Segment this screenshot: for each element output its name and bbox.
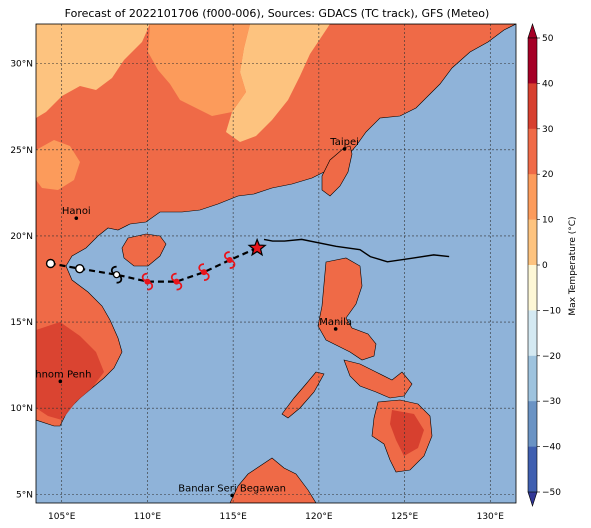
lon-tick-label: 130°E [477, 512, 505, 522]
city-marker [74, 216, 79, 220]
city-label: Manila [319, 317, 352, 328]
temperature-colorbar: 50 40 30 20 10 0 −10 −20 −30 −40 −50 [527, 23, 561, 507]
forecast-track-line [50, 246, 258, 283]
lon-tick-label: 120°E [305, 512, 333, 522]
colorbar-band [528, 128, 537, 175]
city-marker [342, 147, 347, 151]
colorbar-band [528, 38, 537, 84]
colorbar-tick-label: 20 [542, 170, 554, 180]
tropical-storm-icon [141, 272, 154, 291]
land-visayas [343, 359, 413, 399]
colorbar-band [528, 219, 537, 266]
land-warm-patch [36, 140, 80, 190]
colorbar-band [528, 355, 537, 402]
land-palawan [281, 371, 325, 419]
colorbar-tick-label: 10 [542, 216, 554, 226]
colorbar-tick-label: 50 [542, 34, 554, 44]
lat-tick-label: 25°N [10, 146, 33, 156]
land-mainland [36, 24, 516, 427]
colorbar-band [528, 174, 537, 220]
land-hot-patch [390, 410, 424, 456]
past-track-line [263, 238, 450, 263]
colorbar-tick-label: 40 [542, 79, 554, 89]
tropical-storm-icon [198, 263, 210, 282]
figure-title: Forecast of 2022101706 (f000-006), Sourc… [65, 7, 490, 20]
lat-tick-label: 10°N [10, 404, 33, 414]
land-mild-patch [226, 24, 330, 142]
city-marker [333, 327, 338, 331]
lon-tick-label: 125°E [391, 512, 419, 522]
city-marker [58, 379, 63, 384]
city-labels: Taipei Hanoi Manila Phnom Penh Bandar Seri B… [29, 137, 359, 498]
lat-tick-label: 30°N [10, 60, 33, 70]
colorbar-band [528, 265, 537, 311]
city-label: Hanoi [62, 206, 91, 217]
lat-tick-label: 5°N [16, 490, 33, 500]
storm-track [45, 237, 450, 291]
low-pressure-icon [45, 258, 56, 269]
colorbar-tick-label: −30 [542, 397, 561, 407]
lon-tick-label: 115°E [219, 512, 247, 522]
axis-ticks: 105°E 110°E 115°E 120°E 125°E 130°E 5°N 10°N 15°… [10, 60, 504, 522]
land-taiwan [321, 145, 353, 197]
colorbar-band [528, 401, 537, 447]
map-frame [35, 23, 517, 504]
colorbar-tick-label: 0 [542, 261, 548, 271]
lat-tick-label: 20°N [10, 232, 33, 242]
land-hot-patch [36, 322, 104, 420]
colorbar-label: Max Temperature (°C) [568, 216, 578, 315]
colorbar-tick-label: −40 [542, 443, 561, 453]
map-gridlines [36, 24, 516, 503]
colorbar-tick-label: −10 [542, 306, 561, 316]
land-warm-patch [148, 24, 250, 116]
current-position-star-icon [247, 237, 267, 257]
lat-tick-label: 15°N [10, 318, 33, 328]
city-label: Bandar Seri Begawan [178, 483, 286, 494]
tropical-storm-icon [170, 272, 183, 291]
colorbar-band [528, 446, 537, 493]
colorbar-max-arrow [527, 23, 538, 39]
colorbar-min-arrow [527, 491, 538, 507]
city-label: Phnom Penh [29, 369, 91, 380]
colorbar-tick-label: −20 [542, 352, 561, 362]
map-area: Taipei Hanoi Manila Phnom Penh Bandar Seri B… [29, 24, 516, 503]
tropical-storm-icon [224, 251, 236, 269]
city-label: Taipei [329, 137, 359, 148]
lon-tick-label: 110°E [134, 512, 162, 522]
low-pressure-icon [75, 263, 85, 274]
land-luzon [317, 257, 377, 361]
colorbar-tick-label: −50 [542, 488, 561, 498]
colorbar-band [528, 310, 537, 357]
land-mild-patch [36, 24, 150, 118]
city-marker [230, 493, 234, 498]
colorbar-tick-label: 30 [542, 125, 554, 135]
colorbar-band [528, 83, 537, 130]
lon-tick-label: 105°E [48, 512, 76, 522]
land-hainan [121, 233, 167, 267]
land-borneo [229, 457, 317, 503]
tropical-depression-icon [110, 265, 123, 284]
